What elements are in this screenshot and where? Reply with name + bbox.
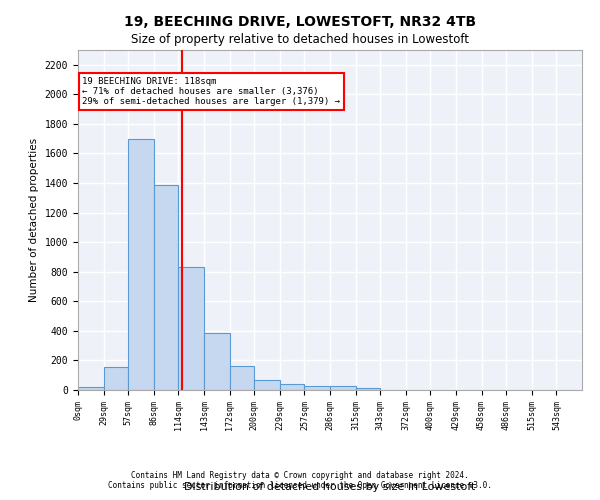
Text: Contains HM Land Registry data © Crown copyright and database right 2024.
Contai: Contains HM Land Registry data © Crown c… xyxy=(108,470,492,490)
X-axis label: Distribution of detached houses by size in Lowestoft: Distribution of detached houses by size … xyxy=(184,482,476,492)
Text: 19, BEECHING DRIVE, LOWESTOFT, NR32 4TB: 19, BEECHING DRIVE, LOWESTOFT, NR32 4TB xyxy=(124,15,476,29)
Bar xyxy=(254,380,280,390)
Bar xyxy=(230,366,254,390)
Bar xyxy=(178,266,204,390)
Bar xyxy=(356,388,380,390)
Bar xyxy=(154,184,178,390)
Bar xyxy=(78,387,104,390)
Text: Size of property relative to detached houses in Lowestoft: Size of property relative to detached ho… xyxy=(131,32,469,46)
Text: 19 BEECHING DRIVE: 118sqm
← 71% of detached houses are smaller (3,376)
29% of se: 19 BEECHING DRIVE: 118sqm ← 71% of detac… xyxy=(82,76,340,106)
Bar xyxy=(280,384,304,390)
Y-axis label: Number of detached properties: Number of detached properties xyxy=(29,138,39,302)
Bar xyxy=(304,386,330,390)
Bar xyxy=(104,367,128,390)
Bar xyxy=(204,333,230,390)
Bar xyxy=(330,386,356,390)
Bar xyxy=(128,138,154,390)
